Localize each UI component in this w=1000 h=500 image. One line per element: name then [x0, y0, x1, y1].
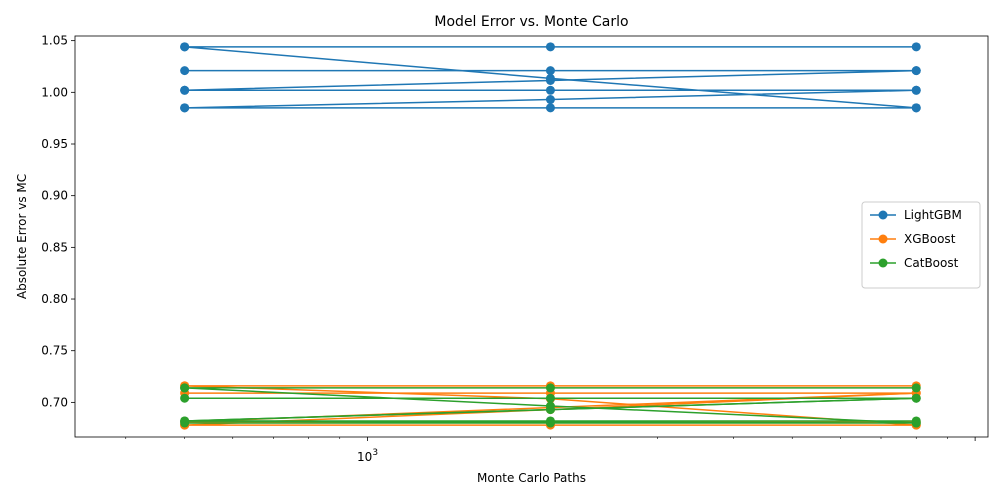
- y-tick-label: 0.75: [41, 344, 68, 358]
- data-point-lightgbm: [180, 85, 190, 95]
- data-point-lightgbm: [545, 75, 555, 85]
- data-point-lightgbm: [545, 66, 555, 76]
- data-point-lightgbm: [180, 103, 190, 113]
- chart-title: Model Error vs. Monte Carlo: [434, 14, 628, 30]
- y-tick-label: 1.05: [41, 34, 68, 48]
- data-point-lightgbm: [180, 42, 190, 52]
- legend-label: LightGBM: [904, 208, 962, 222]
- data-point-lightgbm: [545, 95, 555, 105]
- data-point-catboost: [545, 383, 555, 393]
- data-point-catboost: [545, 393, 555, 403]
- data-point-catboost: [911, 416, 921, 426]
- data-point-lightgbm: [545, 42, 555, 52]
- y-tick-label: 0.90: [41, 189, 68, 203]
- series-line-catboost: [184, 397, 917, 422]
- legend-marker: [878, 210, 888, 220]
- data-point-lightgbm: [545, 85, 555, 95]
- axes-frame: [74, 35, 989, 438]
- data-point-lightgbm: [911, 66, 921, 76]
- data-point-catboost: [545, 416, 555, 426]
- data-point-lightgbm: [911, 42, 921, 52]
- legend-marker: [878, 234, 888, 244]
- data-point-lightgbm: [545, 103, 555, 113]
- data-point-lightgbm: [911, 103, 921, 113]
- data-point-lightgbm: [180, 66, 190, 76]
- y-tick-label: 0.95: [41, 137, 68, 151]
- data-point-catboost: [180, 416, 190, 426]
- data-point-catboost: [180, 393, 190, 403]
- plot-area: 0.70 0.75 0.80 0.85 0.90 0.95 1.00 1.05 103: [41, 34, 989, 464]
- x-tick-label: 103: [357, 448, 378, 464]
- legend-label: CatBoost: [904, 256, 959, 270]
- legend-marker: [878, 258, 888, 268]
- y-tick-label: 0.70: [41, 395, 68, 409]
- legend-label: XGBoost: [904, 232, 956, 246]
- y-tick-label: 1.00: [41, 85, 68, 99]
- data-point-catboost: [911, 383, 921, 393]
- legend: LightGBM XGBoost CatBoost: [861, 201, 981, 289]
- x-axis-title: Monte Carlo Paths: [477, 471, 586, 485]
- y-tick-label: 0.85: [41, 240, 68, 254]
- y-tick-label: 0.80: [41, 292, 68, 306]
- legend-box: [861, 201, 981, 289]
- data-point-catboost: [180, 383, 190, 393]
- data-point-lightgbm: [911, 85, 921, 95]
- data-point-catboost: [911, 393, 921, 403]
- y-axis-title: Absolute Error vs MC: [15, 174, 29, 299]
